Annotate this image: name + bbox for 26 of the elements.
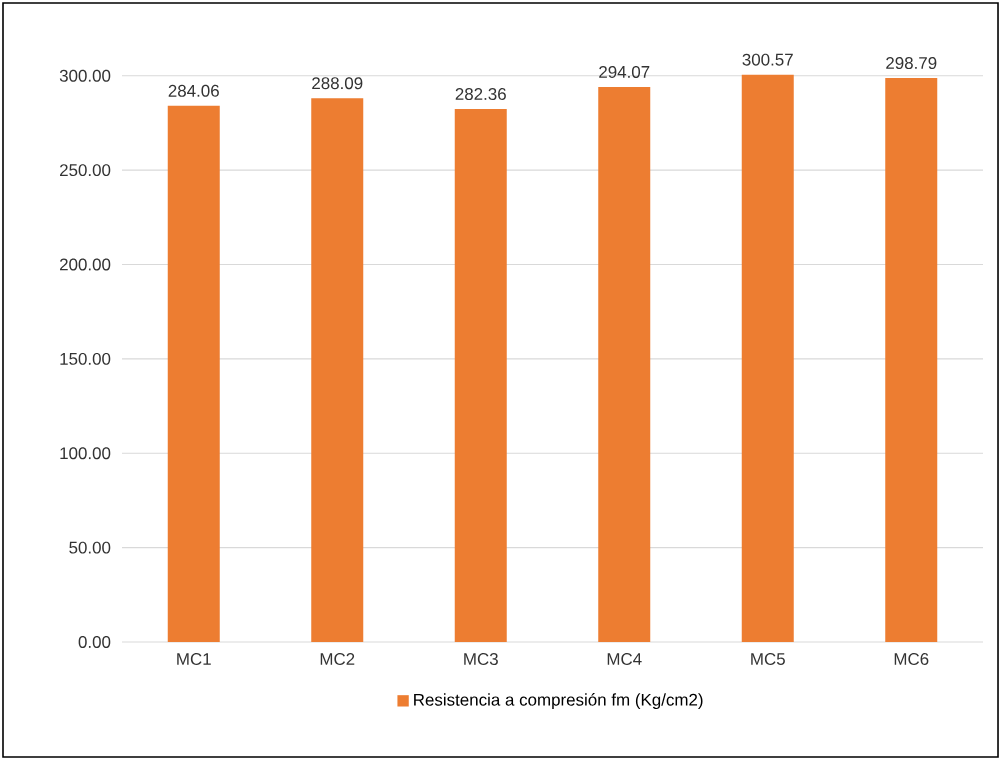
data-label: 282.36 bbox=[455, 88, 506, 101]
data-label: 288.09 bbox=[312, 77, 363, 90]
y-tick-label: 0.00 bbox=[78, 636, 111, 648]
data-label: 298.79 bbox=[886, 57, 937, 69]
data-label: 300.57 bbox=[742, 53, 793, 66]
bar bbox=[741, 74, 794, 642]
bar bbox=[311, 98, 364, 642]
y-tick-label: 50.00 bbox=[69, 541, 111, 554]
x-tick-label: MC2 bbox=[320, 653, 355, 666]
data-label: 294.07 bbox=[599, 65, 650, 78]
y-tick-label: 150.00 bbox=[60, 352, 111, 365]
x-tick-label: MC3 bbox=[464, 653, 498, 666]
bar bbox=[885, 78, 938, 642]
x-tick-label: MC6 bbox=[894, 653, 929, 666]
y-tick-label: 300.00 bbox=[59, 69, 111, 82]
y-tick-label: 200.00 bbox=[60, 258, 111, 271]
bar bbox=[167, 105, 220, 642]
data-label: 284.06 bbox=[168, 84, 219, 97]
bar bbox=[598, 86, 651, 642]
x-tick-label: MC4 bbox=[607, 653, 642, 666]
bar bbox=[454, 109, 507, 642]
y-tick-label: 250.00 bbox=[60, 164, 111, 177]
x-tick-label: MC1 bbox=[177, 653, 211, 666]
y-tick-label: 100.00 bbox=[60, 447, 111, 460]
legend-label: Resistencia a compresión fm (Kg/cm2) bbox=[414, 693, 703, 710]
x-tick-label: MC5 bbox=[751, 653, 785, 666]
